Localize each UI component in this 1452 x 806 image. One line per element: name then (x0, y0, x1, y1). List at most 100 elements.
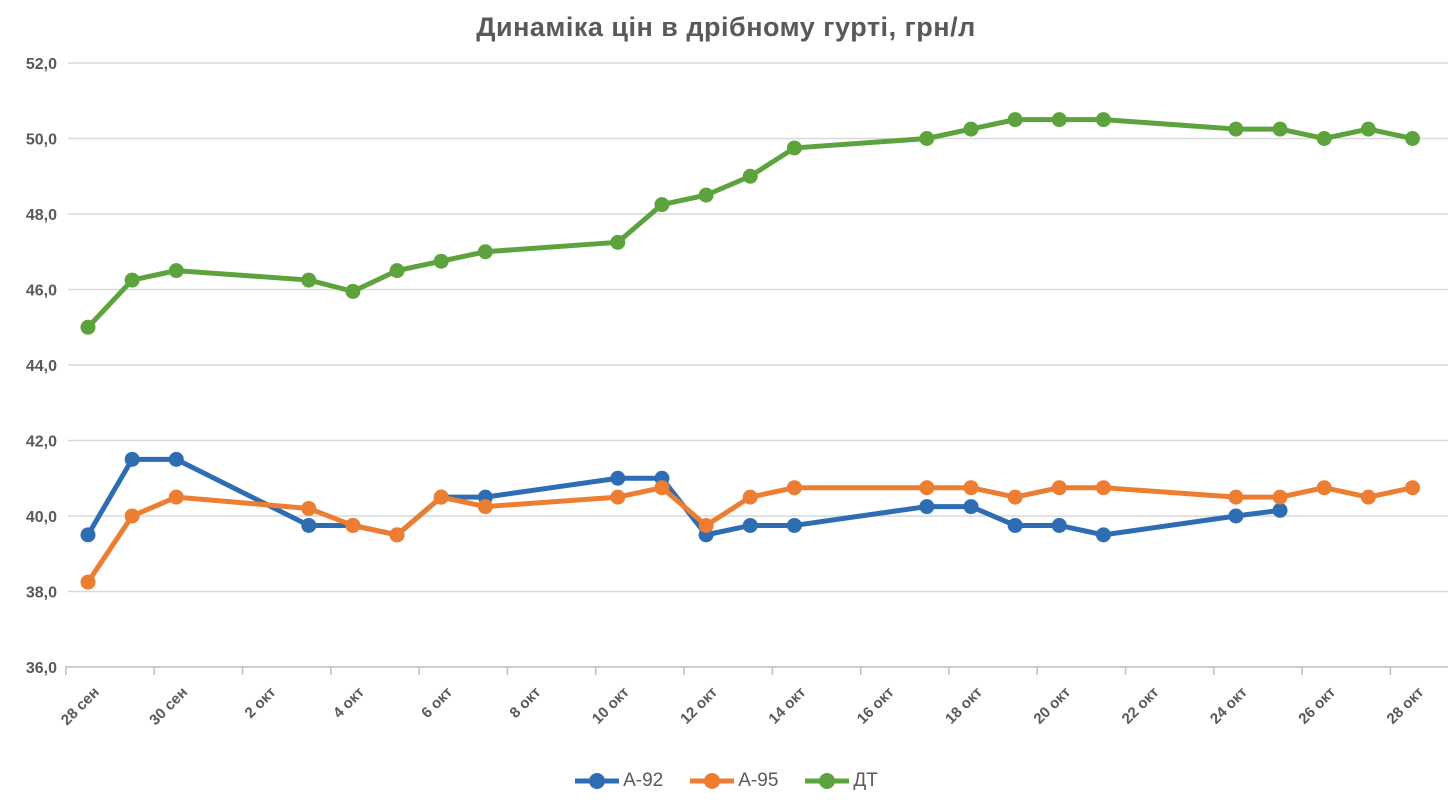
y-axis-label: 44,0 (26, 358, 57, 375)
x-axis-label: 28 сен (58, 684, 103, 729)
data-point-а-92 (124, 451, 140, 467)
data-point-а-92 (919, 499, 935, 515)
data-point-дт (610, 234, 626, 250)
x-axis-label: 14 окт (765, 684, 809, 728)
data-point-а-92 (1272, 502, 1288, 518)
data-point-дт (963, 121, 979, 137)
chart-title: Динаміка цін в дрібному гурті, грн/л (476, 12, 976, 42)
x-axis-label: 28 окт (1384, 684, 1428, 728)
data-point-дт (477, 244, 493, 260)
data-point-а-95 (742, 489, 758, 505)
x-axis-label: 30 сен (146, 684, 191, 729)
data-point-дт (301, 272, 317, 288)
x-axis-label: 10 окт (589, 684, 633, 728)
x-axis-labels: 28 сен 30 сен 2 окт 4 окт 6 окт 8 окт 10 окт 12… (58, 684, 1427, 729)
data-point-дт (1228, 121, 1244, 137)
data-point-а-95 (1228, 489, 1244, 505)
data-point-а-92 (742, 517, 758, 533)
data-point-дт (786, 140, 802, 156)
y-axis-labels: 36,0 38,0 40,0 42,0 44,0 46,0 48,0 50,0 52,0 (26, 56, 57, 677)
data-point-дт (1051, 112, 1067, 128)
data-point-дт (1405, 131, 1420, 146)
series-а-95 (80, 480, 1420, 590)
x-axis-label: 24 окт (1207, 684, 1251, 728)
data-point-а-95 (301, 500, 317, 516)
y-axis-label: 36,0 (26, 660, 57, 677)
data-point-дт (345, 283, 361, 299)
data-point-а-95 (433, 489, 449, 505)
series-line-а-92 (85, 456, 1283, 538)
x-axis-label: 2 окт (242, 684, 280, 722)
data-point-а-95 (1360, 489, 1376, 505)
legend: А-92 А-95 ДТ (0, 770, 1452, 792)
data-point-а-95 (963, 480, 979, 496)
x-axis-label: 8 окт (506, 684, 544, 722)
y-axis-label: 38,0 (26, 585, 57, 602)
data-point-а-95 (1007, 489, 1023, 505)
data-point-дт (698, 187, 714, 203)
gridlines (68, 62, 1448, 593)
data-point-а-95 (80, 574, 96, 590)
legend-item-а-95: А-95 (689, 770, 778, 792)
data-point-а-95 (345, 517, 361, 533)
legend-label: А-92 (623, 770, 664, 791)
y-axis-label: 48,0 (26, 207, 57, 224)
data-point-а-95 (389, 527, 405, 543)
legend-item-дт: ДТ (804, 770, 878, 792)
x-axis (65, 666, 1448, 675)
data-point-а-95 (1095, 480, 1111, 496)
data-point-а-95 (1272, 489, 1288, 505)
data-point-а-92 (80, 527, 96, 543)
legend-marker-а-95-icon (690, 773, 735, 789)
data-point-а-95 (477, 499, 493, 515)
data-point-дт (742, 168, 758, 184)
data-point-а-95 (786, 480, 802, 496)
data-point-а-95 (610, 489, 626, 505)
data-point-а-95 (1405, 480, 1420, 496)
data-point-а-95 (1316, 480, 1332, 496)
x-axis-label: 22 окт (1119, 684, 1163, 728)
x-axis-label: 12 окт (677, 684, 721, 728)
data-point-а-92 (963, 499, 979, 515)
x-axis-label: 20 окт (1030, 684, 1074, 728)
series-line-дт (85, 117, 1415, 330)
data-point-дт (1007, 112, 1023, 128)
x-axis-label: 16 окт (854, 684, 898, 728)
data-point-а-95 (919, 480, 935, 496)
data-point-дт (919, 131, 935, 146)
data-point-а-95 (698, 517, 714, 533)
data-point-а-92 (1051, 517, 1067, 533)
data-point-а-95 (168, 489, 184, 505)
data-point-дт (1095, 112, 1111, 128)
y-axis-label: 52,0 (26, 56, 57, 73)
data-point-а-92 (1007, 517, 1023, 533)
y-axis-label: 42,0 (26, 434, 57, 451)
data-point-дт (654, 197, 670, 213)
legend-marker-дт-icon (805, 773, 850, 789)
data-point-дт (124, 272, 140, 288)
data-point-а-92 (168, 451, 184, 467)
data-point-а-92 (301, 517, 317, 533)
data-point-дт (389, 263, 405, 279)
data-point-а-95 (124, 508, 140, 524)
series-дт (80, 112, 1420, 335)
data-point-а-92 (610, 470, 626, 486)
data-point-дт (1272, 121, 1288, 137)
legend-label: А-95 (738, 770, 779, 791)
data-point-а-92 (1228, 508, 1244, 524)
data-point-дт (168, 263, 184, 279)
x-axis-label: 6 окт (418, 684, 456, 722)
data-point-дт (1360, 121, 1376, 137)
x-axis-label: 18 окт (942, 684, 986, 728)
data-point-а-92 (1095, 527, 1111, 543)
series-а-92 (80, 451, 1288, 543)
data-point-а-95 (654, 480, 670, 496)
data-point-дт (80, 319, 96, 335)
data-point-а-95 (1051, 480, 1067, 496)
legend-marker-а-92-icon (575, 773, 620, 789)
data-point-а-92 (786, 517, 802, 533)
data-point-дт (433, 253, 449, 269)
x-axis-label: 4 окт (330, 684, 368, 722)
